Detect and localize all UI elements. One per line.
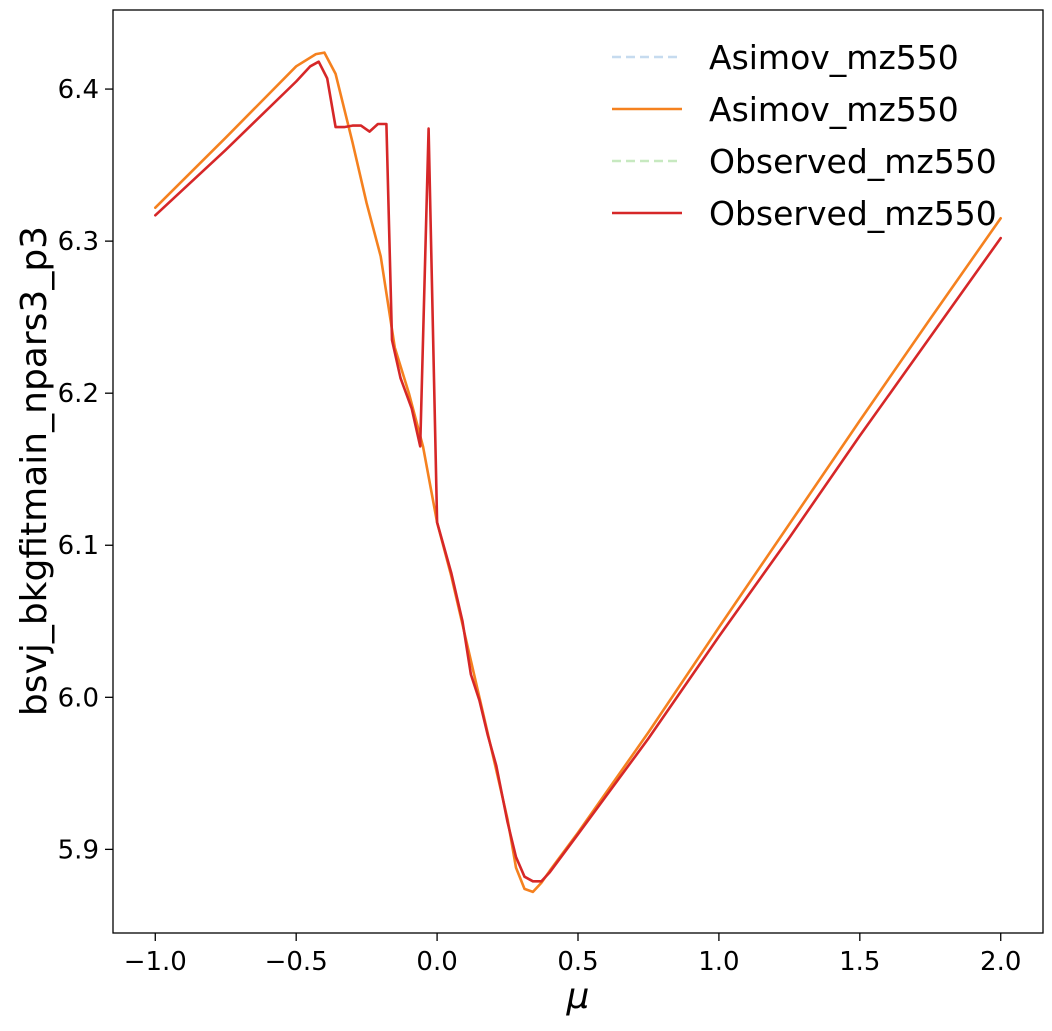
series-layer: [154, 51, 1003, 894]
x-tick-label: 1.5: [839, 947, 880, 977]
series-line-4: [154, 60, 1003, 883]
legend-label: Observed_mz550: [709, 142, 997, 181]
y-tick-label: 6.2: [58, 379, 99, 409]
x-tick-label: 0.5: [557, 947, 598, 977]
legend-label: Observed_mz550: [709, 194, 997, 233]
x-tick-label: −1.0: [124, 947, 187, 977]
series-line-2: [154, 51, 1003, 894]
y-axis-title: bsvj_bkgfitmain_npars3_p3: [14, 226, 55, 716]
legend-label: Asimov_mz550: [709, 90, 959, 129]
legend-label: Asimov_mz550: [709, 38, 959, 77]
x-tick-label: 0.0: [416, 947, 457, 977]
y-tick-label: 6.4: [58, 75, 99, 105]
x-tick-label: 1.0: [698, 947, 739, 977]
y-tick-label: 6.3: [58, 227, 99, 257]
y-tick-label: 5.9: [58, 835, 99, 865]
x-axis-title: μ: [566, 976, 590, 1017]
y-tick-label: 6.0: [58, 683, 99, 713]
legend: Asimov_mz550 Asimov_mz550 Observed_mz550 Ob…: [612, 38, 997, 233]
x-tick-label: 2.0: [980, 947, 1021, 977]
x-tick-label: −0.5: [265, 947, 328, 977]
x-axis: −1.0 −0.5 0.0 0.5 1.0 1.5 2.0: [124, 933, 1021, 977]
y-tick-label: 6.1: [58, 531, 99, 561]
y-axis: 5.9 6.0 6.1 6.2 6.3 6.4: [58, 75, 113, 865]
